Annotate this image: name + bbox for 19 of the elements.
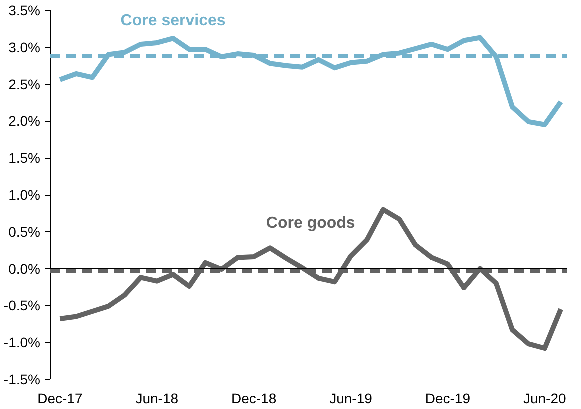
series-label: Core goods [266, 214, 356, 232]
y-tick-label: 2.0% [8, 113, 41, 130]
y-tick-label: 2.5% [8, 76, 41, 92]
series-label: Core services [120, 12, 226, 30]
y-tick-label: -0.5% [4, 298, 41, 314]
y-tick-label: 1.0% [8, 187, 41, 203]
x-tick-label: Jun-18 [136, 390, 179, 406]
x-tick-label: Jun-20 [523, 390, 566, 406]
x-tick-label: Jun-19 [330, 390, 373, 406]
y-tick-label: 1.5% [8, 150, 41, 166]
y-tick-label: 3.0% [8, 39, 41, 56]
x-tick-label: Dec-17 [38, 390, 83, 406]
y-tick-label: 0.0% [8, 260, 41, 277]
y-tick-label: -1.5% [4, 372, 41, 388]
y-tick-label: -1.0% [4, 334, 41, 351]
y-tick-label: 0.5% [8, 224, 41, 240]
y-tick-label: 3.5% [8, 2, 41, 18]
x-tick-label: Dec-18 [232, 390, 277, 406]
x-tick-label: Dec-19 [425, 390, 471, 406]
